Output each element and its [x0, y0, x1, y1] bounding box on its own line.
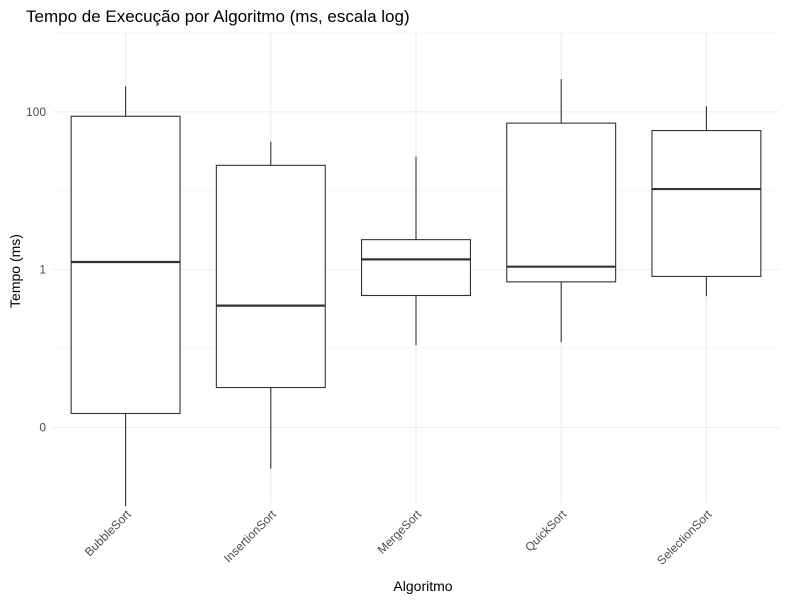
- y-tick-labels: 0 1 100: [26, 105, 46, 435]
- x-tick-labels: BubbleSort InsertionSort MergeSort QuickSor…: [82, 507, 715, 568]
- y-tick-label: 0: [39, 420, 46, 434]
- x-tick-label: SelectionSort: [654, 507, 715, 568]
- x-tick-label: MergeSort: [375, 507, 425, 557]
- boxes: [70, 79, 762, 507]
- box-iqr: [215, 164, 326, 389]
- box-bubblesort: [70, 86, 181, 507]
- y-tick-label: 100: [26, 105, 46, 119]
- box-insertionsort: [215, 141, 326, 469]
- box-iqr: [651, 129, 762, 277]
- box-iqr: [360, 239, 471, 297]
- box-selectionsort: [651, 106, 762, 297]
- box-mergesort: [360, 156, 471, 346]
- x-tick-label: QuickSort: [522, 507, 570, 555]
- chart-title: Tempo de Execução por Algoritmo (ms, esc…: [26, 7, 410, 26]
- y-tick-label: 1: [39, 263, 46, 277]
- x-axis-label: Algoritmo: [393, 578, 452, 594]
- box-quicksort: [506, 79, 617, 343]
- y-axis-label: Tempo (ms): [7, 234, 23, 308]
- box-iqr: [506, 122, 617, 283]
- box-iqr: [70, 115, 181, 415]
- x-tick-label: BubbleSort: [82, 507, 134, 559]
- x-tick-label: InsertionSort: [221, 507, 279, 565]
